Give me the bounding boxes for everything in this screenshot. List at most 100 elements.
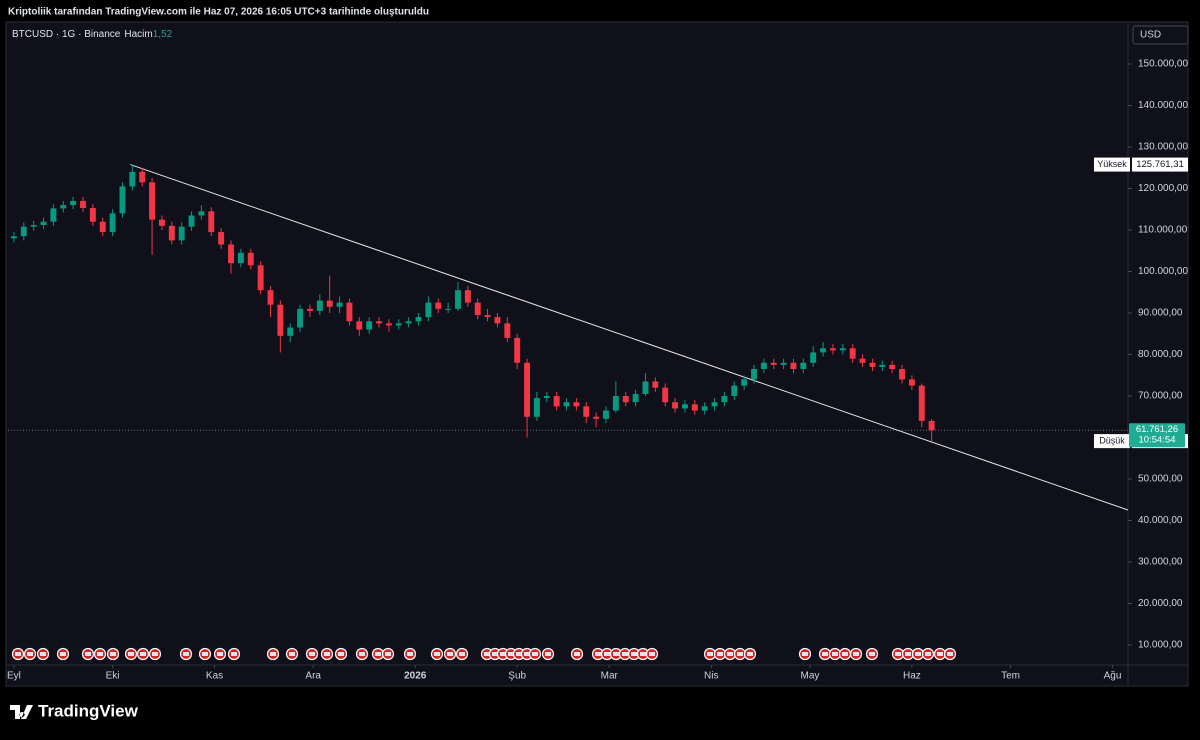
event-flag: [15, 652, 21, 656]
candle-body: [415, 317, 422, 322]
candle-body: [228, 244, 234, 264]
event-flag: [622, 652, 628, 656]
event-flag: [128, 652, 134, 656]
event-flag: [359, 652, 365, 656]
candle-body: [593, 416, 600, 419]
x-tick-label: Ara: [305, 671, 321, 682]
candle-body: [40, 221, 47, 226]
candle-body: [385, 323, 392, 326]
candle-body: [80, 200, 86, 209]
event-flag: [516, 652, 522, 656]
x-tick-label: Şub: [508, 671, 526, 682]
candle-body: [533, 398, 540, 417]
event-flag: [737, 652, 743, 656]
x-tick-label: Ağu: [1104, 671, 1122, 682]
marker-name-box: [1094, 434, 1130, 449]
candle-body: [455, 290, 461, 309]
x-tick-label: Haz: [903, 671, 921, 682]
candle-body: [188, 215, 195, 227]
candle-body: [366, 321, 373, 330]
candle-body: [168, 225, 175, 241]
candle-body: [70, 200, 77, 206]
event-flag: [915, 652, 921, 656]
x-tick-label: Kas: [206, 671, 223, 682]
candle-body: [908, 379, 915, 386]
candle-body: [297, 308, 304, 328]
candle-body: [701, 406, 708, 411]
y-tick-label: 80.000,00: [1138, 349, 1183, 360]
event-flag: [925, 652, 931, 656]
event-flag: [508, 652, 514, 656]
y-tick-label: 40.000,00: [1138, 515, 1183, 526]
candle-body: [20, 226, 27, 237]
event-flag: [532, 652, 538, 656]
candle-body: [60, 205, 67, 209]
candle-body: [346, 302, 353, 322]
event-flag: [110, 652, 116, 656]
candle-body: [336, 302, 343, 307]
event-flag: [613, 652, 619, 656]
candle-body: [89, 208, 96, 222]
caption: Kriptoliik tarafından TradingView.com il…: [8, 7, 429, 18]
candle-body: [326, 300, 333, 307]
x-tick-label: May: [801, 671, 820, 682]
candle-body: [820, 348, 827, 353]
currency-box[interactable]: [1132, 25, 1189, 45]
event-flag: [447, 652, 453, 656]
event-flag: [324, 652, 330, 656]
candle-body: [879, 364, 886, 367]
candle-body: [603, 410, 609, 419]
event-flag: [727, 652, 733, 656]
event-flag: [375, 652, 381, 656]
candle-body: [484, 315, 491, 318]
trendline: [130, 164, 1128, 511]
y-tick-label: 130.000,00: [1138, 142, 1188, 153]
y-tick-label: 70.000,00: [1138, 391, 1183, 402]
event-flag: [27, 652, 33, 656]
candle-body: [810, 352, 817, 363]
candle-body: [780, 362, 787, 365]
candle-body: [277, 304, 284, 336]
event-flag: [869, 652, 875, 656]
event-flag: [97, 652, 103, 656]
candle-body: [435, 302, 442, 309]
candle-body: [760, 362, 767, 370]
event-flag: [640, 652, 646, 656]
candle-body: [129, 171, 136, 187]
candle-body: [553, 395, 560, 407]
event-flag: [595, 652, 601, 656]
y-tick-label: 90.000,00: [1138, 308, 1183, 319]
candle-body: [583, 406, 590, 417]
event-flag: [289, 652, 295, 656]
candle-body: [731, 385, 738, 396]
chart-panel: [5, 21, 1189, 687]
plot-area: [8, 164, 1128, 511]
candle-body: [612, 395, 619, 411]
candle-body: [208, 211, 215, 233]
event-flag: [484, 652, 490, 656]
event-flag: [309, 652, 315, 656]
volume-name: Hacim: [124, 29, 152, 40]
candle-body: [158, 219, 165, 226]
event-flag: [217, 652, 223, 656]
candle-body: [218, 232, 225, 245]
volume-value: 1,52: [153, 29, 173, 40]
candle-body: [316, 300, 323, 311]
event-flag: [842, 652, 848, 656]
candle-body: [563, 402, 570, 407]
candle-body: [681, 404, 688, 409]
candle-body: [918, 385, 925, 421]
candle-body: [504, 323, 511, 338]
candle-body: [662, 387, 669, 403]
candle-body: [899, 369, 905, 380]
candle-body: [178, 226, 185, 241]
marker-value-box: [1132, 157, 1188, 172]
event-flag: [183, 652, 189, 656]
candle-body: [99, 221, 106, 233]
candle-body: [721, 395, 728, 403]
event-flag: [524, 652, 530, 656]
candle-body: [800, 362, 807, 370]
y-tick-label: 10.000,00: [1138, 640, 1183, 651]
marker-value: 125.761,31: [1136, 159, 1184, 170]
